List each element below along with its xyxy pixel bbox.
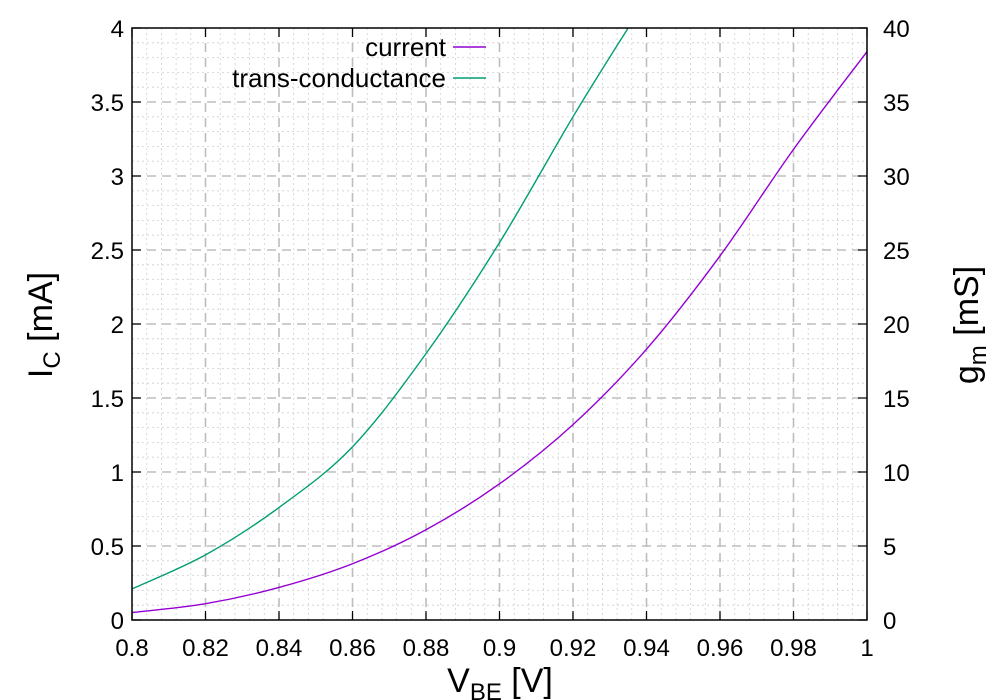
y-left-tick-label: 1 xyxy=(111,460,124,487)
x-tick-label: 0.94 xyxy=(623,635,670,662)
y-left-tick-label: 0.5 xyxy=(91,534,124,561)
grid xyxy=(132,28,867,620)
y-left-tick-label: 4 xyxy=(111,16,124,43)
legend-label-trans-conductance: trans-conductance xyxy=(232,63,446,93)
y-left-axis-title-sub: C xyxy=(39,351,66,368)
y-right-axis-title-suffix: [mS] xyxy=(948,266,986,345)
y-left-tick-label: 2 xyxy=(111,312,124,339)
series-line-current xyxy=(131,51,868,614)
series-line-trans-conductance xyxy=(131,27,629,590)
x-tick-label: 0.9 xyxy=(483,635,516,662)
y-left-axis-title-main: I xyxy=(22,369,60,378)
y-right-tick-label: 40 xyxy=(883,16,910,43)
y-left-tick-label: 0 xyxy=(111,608,124,635)
x-tick-label: 0.8 xyxy=(115,635,148,662)
x-tick-label: 0.86 xyxy=(329,635,376,662)
x-tick-label: 0.88 xyxy=(403,635,450,662)
x-tick-label: 1 xyxy=(860,635,873,662)
series-layer xyxy=(131,27,868,614)
x-axis-title-suffix: [V] xyxy=(502,662,553,700)
y-left-tick-label: 3 xyxy=(111,164,124,191)
ticks xyxy=(131,27,868,621)
y-right-axis-title-main: g xyxy=(948,365,986,384)
y-right-tick-label: 10 xyxy=(883,460,910,487)
y-right-tick-label: 25 xyxy=(883,238,910,265)
x-axis-title-main: V xyxy=(447,662,470,700)
x-axis-title: VBE [V] xyxy=(447,662,553,700)
x-tick-label: 0.98 xyxy=(770,635,817,662)
legend: current trans-conductance xyxy=(232,32,486,93)
tick-labels: 0.8 0.82 0.84 0.86 0.88 0.9 0.92 0.94 0.96 0.98 10… xyxy=(91,16,910,662)
y-right-tick-label: 5 xyxy=(883,534,896,561)
y-right-tick-label: 30 xyxy=(883,164,910,191)
legend-label-current: current xyxy=(365,32,447,62)
y-right-tick-label: 35 xyxy=(883,90,910,117)
x-tick-label: 0.96 xyxy=(697,635,744,662)
x-tick-label: 0.92 xyxy=(550,635,597,662)
y-left-tick-label: 3.5 xyxy=(91,90,124,117)
x-tick-label: 0.84 xyxy=(256,635,303,662)
y-right-tick-label: 20 xyxy=(883,312,910,339)
y-right-tick-label: 15 xyxy=(883,386,910,413)
y-right-tick-label: 0 xyxy=(883,608,896,635)
y-right-axis-title-sub: m xyxy=(965,345,992,365)
y-right-axis-title: gm [mS] xyxy=(948,266,992,384)
y-left-axis-title: IC [mA] xyxy=(22,272,66,378)
y-left-axis-title-suffix: [mA] xyxy=(22,272,60,351)
x-axis-title-sub: BE xyxy=(470,679,502,700)
y-left-tick-label: 2.5 xyxy=(91,238,124,265)
x-tick-label: 0.82 xyxy=(182,635,229,662)
y-left-tick-label: 1.5 xyxy=(91,386,124,413)
